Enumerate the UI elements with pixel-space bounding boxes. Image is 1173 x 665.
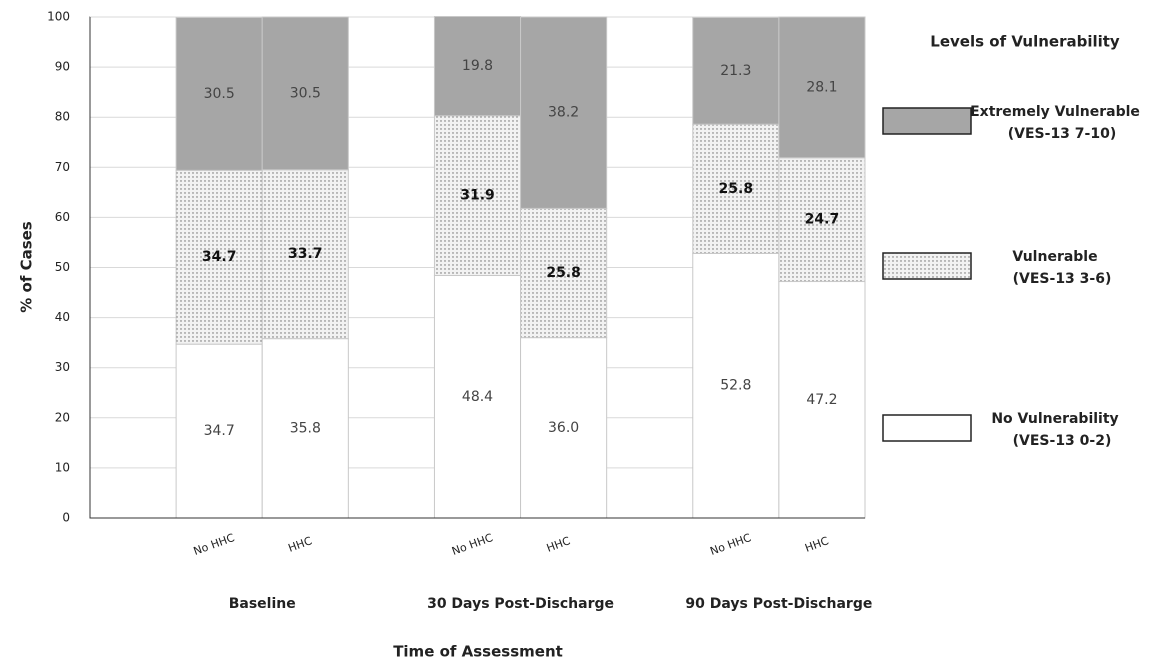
value-label: 25.8 [719, 181, 754, 197]
legend-swatch [882, 414, 972, 442]
y-tick-label: 50 [55, 260, 70, 274]
value-label: 19.8 [462, 58, 493, 74]
value-label: 24.7 [805, 212, 840, 228]
bar-segment [778, 281, 866, 519]
legend-range: (VES-13 3-6) [1013, 271, 1112, 287]
value-label: 21.3 [720, 63, 751, 79]
bar-segment [433, 115, 522, 277]
bar-segment [261, 338, 349, 519]
bar-segment [175, 343, 263, 519]
legend-range: (VES-13 7-10) [1008, 126, 1116, 142]
y-tick-label: 40 [55, 310, 70, 324]
value-label: 38.2 [548, 105, 579, 121]
value-label: 35.8 [290, 420, 321, 436]
value-label: 28.1 [806, 79, 837, 95]
value-label: 47.2 [806, 392, 837, 408]
value-label: 52.8 [720, 378, 751, 394]
bar-segment [778, 157, 866, 283]
y-tick-label: 30 [55, 360, 70, 374]
value-label: 48.4 [462, 389, 493, 405]
bar-segment [520, 337, 608, 519]
value-label: 33.7 [288, 246, 323, 262]
legend-label: No Vulnerability [991, 411, 1118, 427]
value-label: 25.8 [546, 265, 581, 281]
y-tick-label: 0 [62, 511, 70, 525]
x-tick-label: HHC [286, 534, 314, 555]
legend-label: Extremely Vulnerable [970, 104, 1140, 120]
x-tick-label: No HHC [450, 531, 495, 558]
legend-range: (VES-13 0-2) [1013, 433, 1112, 449]
bar-segment [433, 15, 522, 117]
x-tick-label: HHC [803, 534, 831, 555]
value-label: 30.5 [290, 85, 321, 101]
bar-segment [692, 17, 780, 125]
x-tick-label: No HHC [192, 531, 237, 558]
legend-label: Vulnerable [1012, 249, 1097, 265]
value-label: 34.7 [204, 423, 235, 439]
legend-swatch [882, 107, 972, 135]
group-label: 90 Days Post-Discharge [685, 596, 872, 612]
value-label: 36.0 [548, 420, 579, 436]
bar-segment [175, 169, 263, 345]
bar-segment [520, 16, 608, 209]
y-tick-label: 20 [55, 410, 70, 424]
bar-segment [433, 275, 522, 519]
x-tick-label: No HHC [708, 531, 753, 558]
group-label: 30 Days Post-Discharge [427, 596, 614, 612]
value-label: 30.5 [204, 86, 235, 102]
legend-title: Levels of Vulnerability [930, 33, 1120, 51]
x-axis-title: Time of Assessment [393, 643, 563, 661]
x-tick-label: HHC [545, 534, 573, 555]
bar-segment [778, 16, 866, 159]
y-tick-label: 90 [55, 60, 70, 74]
value-label: 31.9 [460, 188, 495, 204]
bar-segment [692, 123, 780, 254]
group-label: Baseline [229, 596, 296, 612]
y-tick-label: 100 [47, 10, 70, 24]
y-tick-label: 80 [55, 110, 70, 124]
y-tick-label: 60 [55, 210, 70, 224]
y-tick-label: 70 [55, 160, 70, 174]
y-axis-title: % of Cases [18, 221, 36, 313]
bar-segment [261, 16, 349, 171]
value-label: 34.7 [202, 249, 237, 265]
bar-segment [261, 169, 349, 340]
legend-swatch [882, 252, 972, 280]
y-tick-label: 10 [55, 460, 70, 474]
